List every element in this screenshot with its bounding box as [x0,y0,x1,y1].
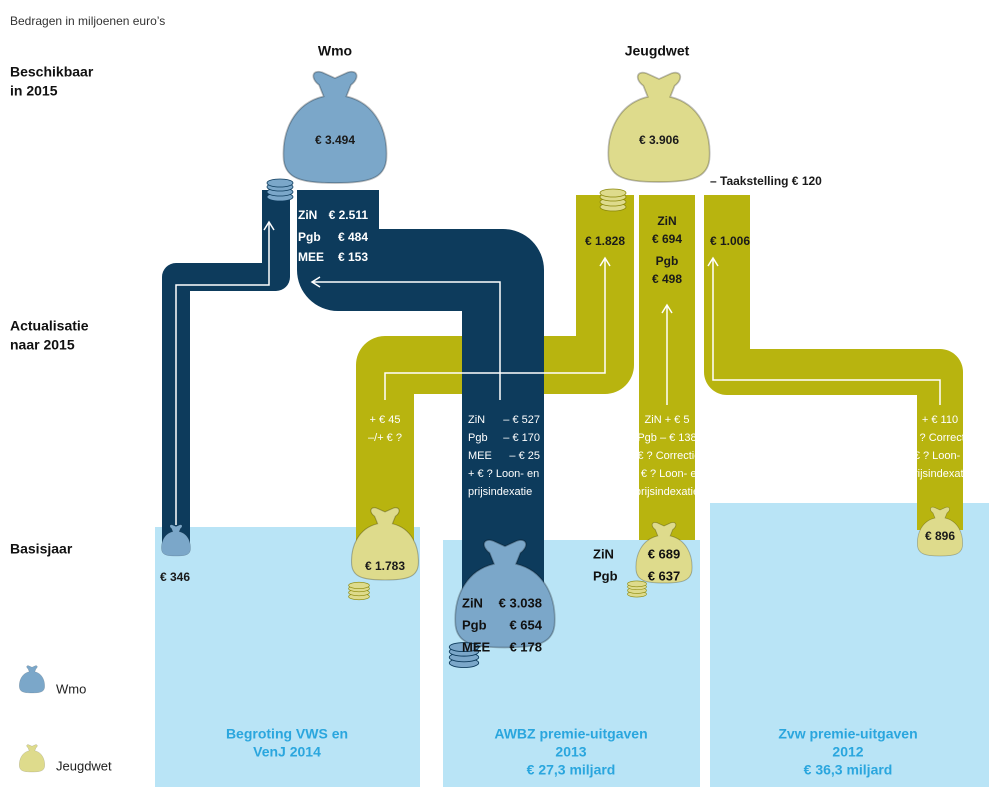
base-amount: € 689 [648,546,681,561]
split-label: ZiN [298,208,317,222]
adjustment: –/+ € ? [368,432,402,444]
row-label: naar 2015 [10,337,75,353]
adjustment: + € ? Loon- en [468,468,539,480]
adjustment: – € 170 [503,432,540,444]
split-amount: € 2.511 [329,208,369,222]
adjustment: + € ? Loon- en [904,450,975,462]
coins [600,189,626,211]
adjustment: prijsindexatie [635,486,699,498]
coins [349,582,370,600]
adjustment: + € ? Loon- en [631,468,702,480]
legend-icon [19,745,44,772]
adjustment: – € 25 [509,450,540,462]
base-amount: € 178 [509,639,542,654]
base-amount: € 654 [509,617,542,632]
flow-wmo [176,190,276,545]
coins [627,581,646,597]
base-label: ZiN [593,546,614,561]
row-label: Basisjaar [10,541,73,557]
amount: € 3.494 [315,133,355,147]
adjustment: + € 45 [370,414,401,426]
source-label: 2012 [832,744,863,760]
split-amount: € 484 [338,230,368,244]
adjustment-label: Pgb [468,432,488,444]
adjustment: Pgb – € 138 [637,432,696,444]
base-amount: € 637 [648,568,681,583]
source-label: € 36,3 miljard [804,762,893,778]
amount: € 1.006 [710,234,750,248]
base-label: MEE [462,639,491,654]
bag-wmo [283,72,386,183]
adjustment: ZiN + € 5 [645,414,690,426]
row-label: Beschikbaar [10,64,94,80]
row-label: Actualisatie [10,318,89,334]
source-label: Zvw premie-uitgaven [778,726,917,742]
adjustment: prijsindexatie [908,468,972,480]
amount: € 896 [925,529,955,543]
amount: € 1.828 [585,234,625,248]
source-label: € 27,3 miljard [527,762,616,778]
adjustment: – € ? Correcties [901,432,979,444]
source-label: 2013 [555,744,586,760]
adjustment: – € 527 [503,414,540,426]
base-amount: € 3.038 [499,595,542,610]
split-label: MEE [298,250,324,264]
split-amount: € 153 [338,250,368,264]
split-label: Pgb [298,230,321,244]
infographic: Bedragen in miljoenen euro’s Beschikbaar… [0,0,989,787]
split-label: Pgb [656,254,679,268]
amount: € 346 [160,570,190,584]
unit-note: Bedragen in miljoenen euro’s [10,14,165,28]
source-label: Begroting VWS en [226,726,348,742]
adjustment: prijsindexatie [468,486,532,498]
source-label: AWBZ premie-uitgaven [494,726,647,742]
row-label: in 2015 [10,83,58,99]
base-label: Pgb [462,617,487,632]
split-amount: € 694 [652,232,682,246]
annotation: – Taakstelling € 120 [710,174,822,188]
column-header: Jeugdwet [625,43,690,59]
amount: € 1.783 [365,559,405,573]
legend-icon [19,666,44,693]
adjustment-label: ZiN [468,414,485,426]
base-label: ZiN [462,595,483,610]
source-label: VenJ 2014 [253,744,321,760]
adjustment: + € 110 [922,414,958,426]
adjustment: – € ? Correcties [628,450,706,462]
base-label: Pgb [593,568,618,583]
coins [267,179,293,201]
split-amount: € 498 [652,272,682,286]
bag-jeugd [608,73,709,182]
column-header: Wmo [318,43,352,59]
split-label: ZiN [657,214,676,228]
adjustment-label: MEE [468,450,492,462]
amount: € 3.906 [639,133,679,147]
legend-label: Jeugdwet [56,758,112,773]
legend-label: Wmo [56,681,86,696]
